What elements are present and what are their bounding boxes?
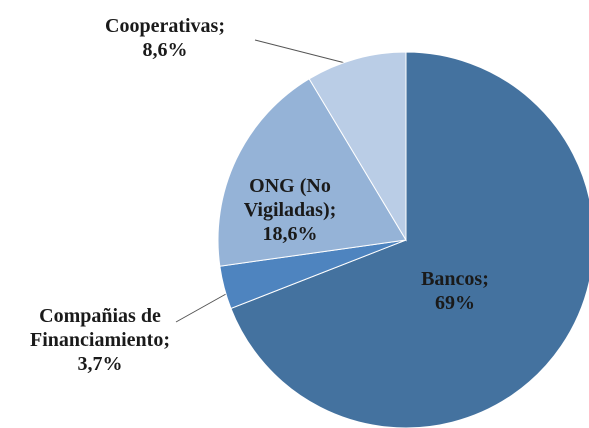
data-label-value: 69%	[435, 292, 475, 314]
data-label-value: 3,7%	[78, 353, 123, 375]
pie-slice	[308, 51, 407, 242]
data-label-category: ONG (No Vigiladas);	[244, 175, 337, 221]
data-label-value: 8,6%	[143, 39, 188, 61]
data-label-category: Bancos;	[421, 268, 489, 290]
data-label-value: 18,6%	[263, 223, 318, 245]
pie-slice	[230, 51, 589, 428]
data-label-category: Compañias de Financiamiento;	[30, 305, 170, 351]
leader-line	[254, 39, 358, 67]
leader-line	[175, 293, 227, 323]
pie-slice	[217, 78, 407, 267]
data-label-category: Cooperativas;	[105, 15, 225, 37]
